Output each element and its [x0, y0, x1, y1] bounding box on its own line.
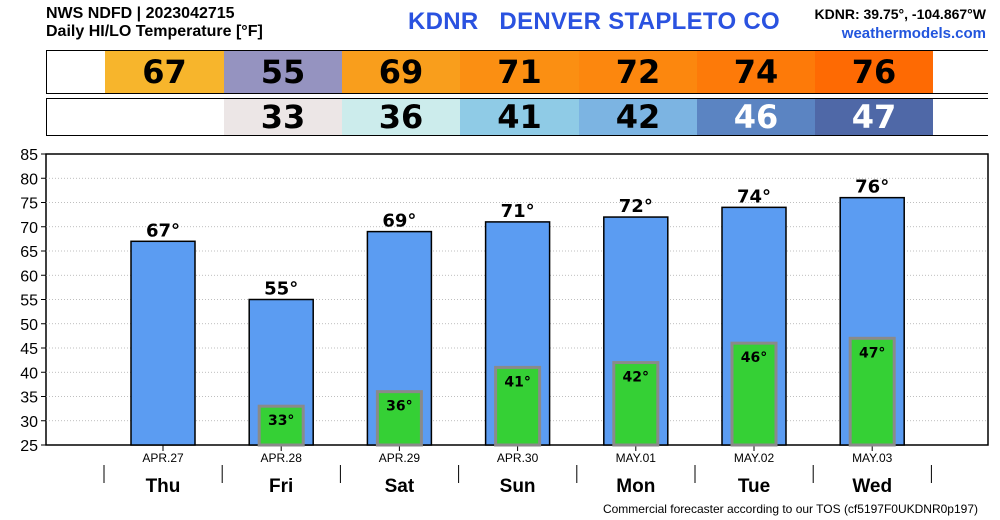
- high-temp-cell: 76: [815, 51, 933, 93]
- y-tick-label: 25: [20, 438, 38, 455]
- high-bar-label: 69°: [382, 211, 416, 232]
- day-label: Tue: [738, 476, 770, 497]
- high-bar-label: 76°: [855, 177, 889, 198]
- low-bar-label: 42°: [623, 370, 649, 386]
- high-bar-label: 67°: [146, 220, 180, 241]
- low-bar: [848, 336, 896, 447]
- low-bar: [375, 390, 423, 447]
- date-label: MAY.02: [734, 451, 775, 465]
- date-label: MAY.01: [616, 451, 657, 465]
- header-info: NWS NDFD | 2023042715 Daily HI/LO Temper…: [46, 5, 263, 41]
- y-tick-label: 45: [20, 341, 38, 358]
- high-temp-cell: 67: [105, 51, 224, 93]
- high-bar-label: 72°: [619, 196, 653, 217]
- y-tick-label: 75: [20, 196, 38, 213]
- high-bar: [130, 240, 196, 446]
- low-bar-label: 36°: [386, 399, 412, 415]
- day-label: Sun: [500, 476, 536, 497]
- high-bar-label: 55°: [264, 279, 298, 300]
- header-right: KDNR: 39.75°, -104.867°W weathermodels.c…: [815, 5, 987, 43]
- high-temp-cell: 72: [579, 51, 697, 93]
- low-temp-cell: 36: [342, 98, 460, 136]
- model-run-label: NWS NDFD | 2023042715: [46, 5, 235, 22]
- high-temp-cell: [47, 51, 105, 93]
- low-temp-cell: 41: [460, 98, 579, 136]
- y-tick-label: 50: [20, 317, 38, 334]
- station-title: KDNR DENVER STAPLETO CO: [408, 8, 780, 35]
- low-temp-cell: 33: [224, 98, 342, 136]
- low-bar: [730, 341, 778, 447]
- footer-note: Commercial forecaster according to our T…: [602, 502, 978, 516]
- site-link[interactable]: weathermodels.com: [841, 25, 986, 42]
- y-tick-label: 85: [20, 147, 38, 164]
- date-label: APR.28: [261, 451, 303, 465]
- low-temp-cell: [105, 99, 224, 135]
- date-label: MAY.03: [852, 451, 893, 465]
- y-tick-label: 35: [20, 390, 38, 407]
- high-bar-label: 74°: [737, 186, 771, 207]
- low-temp-cell: 42: [579, 98, 697, 136]
- low-bar-label: 33°: [268, 413, 294, 429]
- day-label: Fri: [269, 476, 293, 497]
- low-bar: [612, 361, 660, 447]
- y-tick-label: 60: [20, 268, 38, 285]
- low-temp-cell: [47, 99, 105, 135]
- y-tick-label: 65: [20, 244, 38, 261]
- product-label: Daily HI/LO Temperature [°F]: [46, 23, 263, 40]
- high-bar-label: 71°: [501, 201, 535, 222]
- day-label: Sat: [385, 476, 415, 497]
- y-tick-label: 40: [20, 365, 38, 382]
- date-label: APR.30: [497, 451, 539, 465]
- y-tick-label: 70: [20, 220, 38, 237]
- y-tick-label: 30: [20, 414, 38, 431]
- y-tick-label: 55: [20, 293, 38, 310]
- high-temp-cell: 74: [697, 51, 815, 93]
- station-coords: KDNR: 39.75°, -104.867°W: [814, 6, 987, 22]
- high-temp-cell: 55: [224, 51, 342, 93]
- date-label: APR.29: [379, 451, 421, 465]
- low-temp-cell: 47: [815, 98, 933, 136]
- low-bar-label: 41°: [504, 374, 530, 390]
- day-label: Thu: [146, 476, 181, 497]
- day-label: Wed: [852, 476, 892, 497]
- high-temp-cell: 71: [460, 51, 579, 93]
- low-temp-strip: 33 36 41 42 46 47: [46, 98, 989, 136]
- low-temp-cell: [933, 99, 989, 135]
- low-bar-label: 47°: [859, 345, 885, 361]
- day-label: Mon: [616, 476, 655, 497]
- high-temp-cell: [933, 51, 989, 93]
- low-temp-cell: 46: [697, 98, 815, 136]
- y-tick-label: 80: [20, 171, 38, 188]
- date-label: APR.27: [142, 451, 184, 465]
- high-temp-strip: 67 55 69 71 72 74 76: [46, 50, 989, 94]
- low-bar: [494, 365, 542, 447]
- low-bar: [257, 404, 305, 447]
- high-temp-cell: 69: [342, 51, 460, 93]
- low-bar-label: 46°: [741, 350, 767, 366]
